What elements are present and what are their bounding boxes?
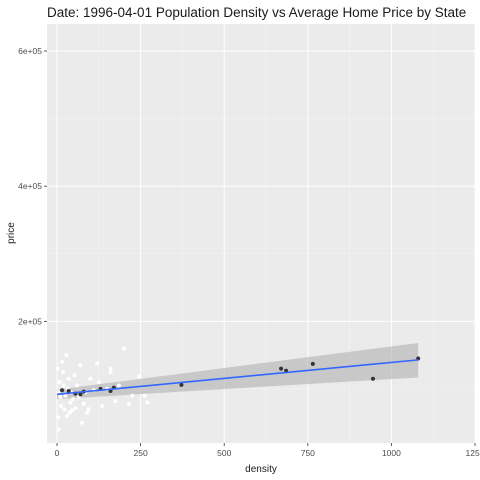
- data-point-light: [86, 407, 91, 412]
- x-tick-label: 1250: [466, 448, 480, 458]
- data-point-light: [56, 427, 61, 432]
- data-point-light: [145, 400, 150, 405]
- data-point-dark: [66, 388, 71, 393]
- data-point-light: [108, 366, 113, 371]
- data-point-light: [78, 363, 83, 368]
- data-point-light: [71, 397, 76, 402]
- data-point-dark: [279, 366, 284, 371]
- fit-line-layer: [56, 359, 419, 396]
- data-point-dark: [310, 361, 315, 366]
- x-tick-label: 0: [55, 448, 60, 458]
- minor-gridlines: [47, 24, 475, 443]
- data-point-light: [113, 399, 118, 404]
- data-point-light: [88, 376, 93, 381]
- data-point-dark: [60, 388, 65, 393]
- y-tick-label: 4e+05: [18, 181, 42, 191]
- data-point-light: [61, 383, 66, 388]
- data-point-light: [55, 366, 60, 371]
- y-axis-label: price: [6, 222, 17, 244]
- x-tick-label: 250: [134, 448, 148, 458]
- chart-title: Date: 1996-04-01 Population Density vs A…: [47, 5, 466, 20]
- data-point-light: [142, 393, 147, 398]
- x-tick-label: 750: [301, 448, 315, 458]
- y-axis-ticks: 2e+05 4e+05 6e+05: [18, 46, 47, 326]
- y-tick-label: 2e+05: [18, 316, 42, 326]
- regression-line: [56, 359, 419, 396]
- data-point-light: [108, 370, 113, 375]
- data-point-light: [66, 376, 71, 381]
- data-point-light: [136, 374, 141, 379]
- data-point-light: [65, 413, 70, 418]
- data-point-light: [68, 400, 73, 405]
- data-point-dark: [371, 376, 376, 381]
- data-point-light: [61, 370, 66, 375]
- data-point-light: [73, 405, 78, 410]
- data-point-light: [100, 403, 105, 408]
- data-point-light: [116, 383, 121, 388]
- data-point-light: [80, 420, 85, 425]
- data-point-light: [64, 353, 69, 358]
- x-axis-label: density: [245, 464, 277, 475]
- data-point-dark: [78, 392, 83, 397]
- data-point-light: [126, 401, 131, 406]
- data-point-light: [75, 383, 80, 388]
- data-point-light: [58, 395, 63, 400]
- data-point-light: [72, 373, 77, 378]
- data-point-light: [56, 415, 61, 420]
- data-point-light: [85, 410, 90, 415]
- data-point-light: [121, 346, 126, 351]
- data-point-light: [59, 403, 64, 408]
- data-point-dark: [179, 382, 184, 387]
- data-point-light: [62, 407, 67, 412]
- data-point-light: [57, 380, 62, 385]
- data-point-light: [70, 408, 75, 413]
- data-point-light: [81, 401, 86, 406]
- data-point-light: [95, 361, 100, 366]
- x-axis-ticks: 0 250 500 750 1000 1250: [55, 443, 480, 458]
- y-tick-label: 6e+05: [18, 46, 42, 56]
- data-point-light: [96, 380, 101, 385]
- x-tick-label: 500: [217, 448, 231, 458]
- data-point-light: [63, 393, 68, 398]
- data-point-light: [130, 393, 135, 398]
- x-tick-label: 1000: [382, 448, 401, 458]
- data-point-light: [60, 359, 65, 364]
